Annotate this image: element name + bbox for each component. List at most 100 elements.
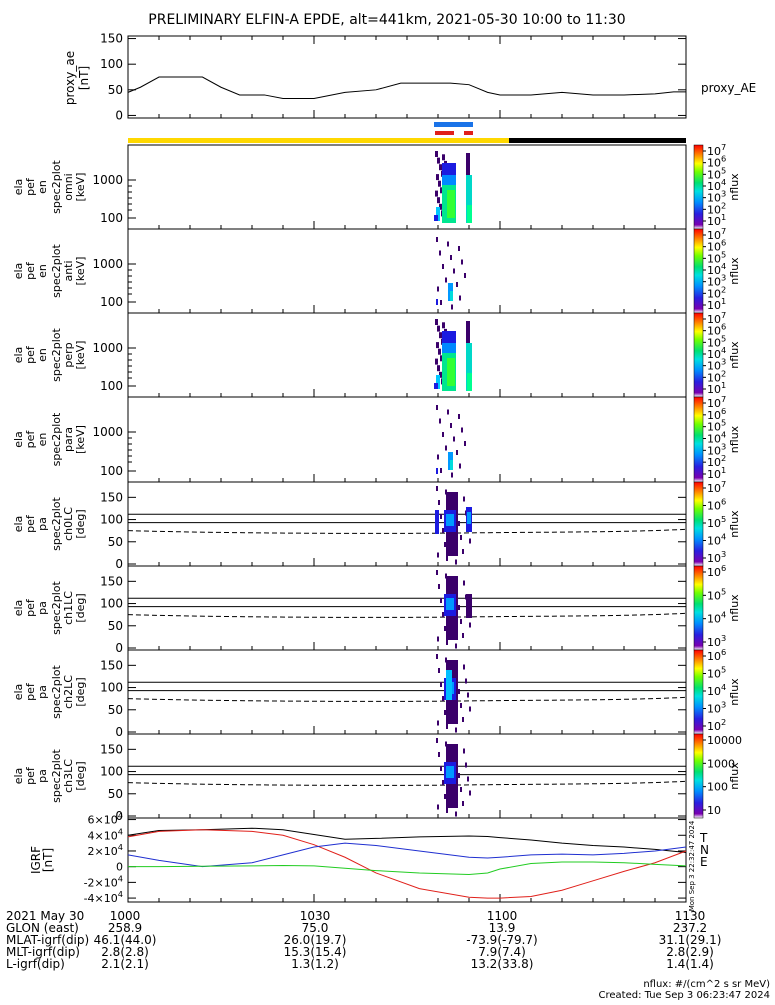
igrf-legend-n: N (700, 843, 709, 857)
footer-value: 26.0(19.7) (284, 933, 347, 947)
colorbar-label: nflux (728, 594, 741, 622)
panel-ylabel-line: perp (62, 342, 75, 367)
footer-row-label: 2021 May 30 (6, 909, 84, 923)
spectrogram-cell (466, 175, 472, 223)
spectrogram-cell (465, 762, 467, 768)
igrf-ytick-label: 4×104 (88, 826, 123, 842)
spectrogram-cell (463, 664, 465, 670)
colorbar-tick-label: 101 (707, 296, 726, 312)
footer-value: 13.2(33.8) (471, 957, 534, 971)
colorbar-tick-label: 107 (707, 226, 726, 242)
spectrogram-cell (458, 521, 460, 526)
spectrogram-cell (467, 776, 469, 782)
panel-ytick-label: 0 (115, 641, 123, 655)
footer-value: 1000 (110, 909, 141, 923)
spectrogram-cell (467, 692, 469, 698)
panel-ytick-label: 100 (100, 379, 123, 393)
footer-value: 1.3(1.2) (291, 957, 339, 971)
spectrogram-cell (438, 668, 440, 673)
panel-ylabel-line: [deg] (74, 509, 87, 538)
colorbar-tick-label: 105 (707, 165, 726, 181)
spectrogram-cell (446, 598, 454, 610)
colorbar-tick-label: 103 (707, 700, 726, 716)
spectrogram-cell (436, 654, 438, 659)
spectrogram-cell (450, 460, 453, 470)
panel-ytick-label: 1000 (92, 425, 123, 439)
spectrogram-cell (456, 450, 458, 455)
igrf-ytick-label: 0 (116, 861, 123, 874)
spectrogram-cell (446, 670, 452, 700)
panel-ylabel-line: spec2plot (50, 244, 63, 298)
panel-ylabel-line: ela (12, 684, 25, 701)
panel-frame (127, 733, 687, 819)
spectrogram-cell (435, 190, 438, 197)
ae-ytick-label: 150 (100, 32, 123, 46)
status-bar-blue (434, 122, 473, 127)
colorbar-tick-label: 103 (707, 441, 726, 457)
night-bar (509, 138, 686, 143)
footer-row-label: MLAT-igrf(dip) (6, 933, 89, 947)
panel-ylabel-line: omni (62, 173, 75, 200)
colorbar-tick-label: 102 (707, 717, 726, 733)
spectrogram-cell (458, 773, 460, 778)
colorbar-label: nflux (728, 257, 741, 285)
colorbar-tick-label: 102 (707, 200, 726, 216)
igrf-ytick-label: -4×104 (84, 889, 123, 905)
colorbar-label: nflux (728, 678, 741, 706)
panel-ylabel-line: [deg] (74, 593, 87, 622)
loss-cone-dashed-line (127, 780, 687, 786)
colorbar-tick-label: 104 (707, 345, 726, 361)
colorbar-tick-label: 101 (707, 465, 726, 481)
spectrogram-cell (438, 348, 441, 355)
ae-ylabel: proxy_ae (63, 51, 77, 105)
panel-ytick-label: 1000 (92, 257, 123, 271)
footer-value: 258.9 (108, 921, 142, 935)
spectrogram-cell (442, 528, 444, 533)
panel-ylabel-line: pef (24, 766, 37, 785)
spectrogram-cell (442, 696, 444, 701)
colorbar-tick-label: 105 (707, 586, 726, 602)
panel-ylabel-line: pef (24, 345, 37, 364)
spectrogram-cell (435, 151, 438, 157)
igrf-series-e (128, 861, 687, 876)
footer-value: 1.4(1.4) (666, 957, 714, 971)
panel-ytick-label: 0 (115, 725, 123, 739)
footer-note-units: nflux: #/(cm^2 s sr MeV) (643, 979, 770, 990)
panel-ylabel-line: pef (24, 598, 37, 617)
panel-ylabel-line: ela (12, 431, 25, 448)
spectrogram-cell (469, 622, 471, 628)
spectrogram-cell (439, 203, 442, 210)
ae-ytick-label: 0 (115, 108, 123, 122)
spectrogram-cell (447, 190, 455, 218)
spectrogram-cell (450, 255, 452, 260)
panel-ytick-label: 1000 (92, 173, 123, 187)
panel-ylabel-line: en (36, 348, 49, 362)
panel-frame (127, 228, 687, 314)
panel-ylabel-line: [keV] (74, 257, 87, 286)
igrf-ytick-label: -2×104 (84, 873, 123, 889)
spectrogram-cell (446, 766, 454, 778)
panel-frame (127, 565, 687, 651)
spectrogram-cell (440, 682, 442, 687)
spectrogram-cell (460, 787, 462, 792)
status-bar-red-2 (464, 131, 473, 135)
panel-ylabel-line: en (36, 264, 49, 278)
spectrogram-cell (442, 264, 444, 269)
colorbar-tick-label: 102 (707, 284, 726, 300)
colorbar (693, 733, 704, 819)
spectrogram-cell (451, 304, 453, 310)
panel-ylabel-line: spec2plot (50, 328, 63, 382)
spectrogram-cell (469, 706, 471, 712)
colorbar-tick-label: 103 (707, 549, 726, 565)
spectrogram-cell (466, 343, 472, 391)
panel-ylabel-line: ela (12, 600, 25, 617)
colorbar-tick-label: 103 (707, 273, 726, 289)
spectrogram-cell (446, 724, 448, 729)
footer-value: 1130 (675, 909, 706, 923)
panel-ylabel-line: pef (24, 177, 37, 196)
spectrogram-cell (436, 570, 438, 575)
colorbar-tick-label: 107 (707, 394, 726, 410)
colorbar-tick-label: 101 (707, 212, 726, 228)
